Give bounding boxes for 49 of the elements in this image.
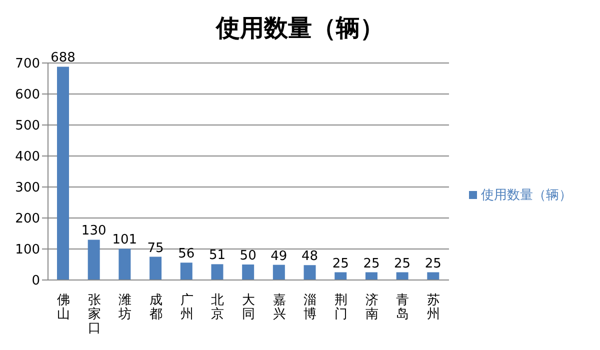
data-label: 25 [424, 256, 442, 272]
y-tick-label: 400 [15, 150, 40, 165]
y-tick-label: 300 [15, 180, 40, 196]
data-label: 49 [270, 248, 288, 264]
data-label: 130 [81, 224, 106, 239]
x-tick-label: 荆门 [334, 293, 348, 322]
data-label: 25 [332, 256, 349, 272]
bar [242, 264, 254, 280]
x-tick-label: 苏州 [427, 293, 440, 322]
x-tick-label: 张家口 [88, 293, 101, 336]
chart-title: 使用数量（辆） [214, 13, 385, 44]
bar [304, 265, 316, 280]
bar [396, 272, 408, 280]
y-tick-label: 100 [15, 242, 40, 258]
y-tick-label: 200 [15, 212, 40, 227]
bar [272, 264, 285, 280]
x-tick-label: 佛山 [56, 293, 70, 322]
y-tick-label: 700 [15, 56, 40, 72]
x-tick-label: 广州 [180, 293, 194, 322]
x-tick-label: 潍坊 [118, 293, 132, 322]
bar [211, 264, 224, 280]
data-label: 25 [394, 256, 411, 272]
bar [150, 256, 162, 280]
x-tick-label: 大同 [242, 293, 255, 322]
legend-label: 使用数量（辆） [481, 188, 572, 203]
bar [365, 272, 378, 280]
data-label: 25 [363, 256, 380, 272]
x-tick-label: 济南 [365, 293, 378, 322]
bar [180, 262, 192, 280]
x-tick-label: 嘉兴 [272, 293, 286, 322]
data-label: 48 [301, 249, 318, 264]
x-tick-label: 北京 [211, 293, 224, 322]
bar [118, 248, 131, 280]
x-tick-label: 成都 [149, 293, 162, 322]
bar [427, 272, 440, 280]
data-label: 50 [240, 248, 256, 264]
data-label: 56 [178, 246, 195, 262]
data-label: 51 [208, 248, 226, 264]
bar [334, 272, 347, 280]
bar [57, 66, 69, 280]
y-tick-label: 600 [15, 88, 40, 103]
x-tick-label: 青岛 [396, 293, 410, 322]
y-tick-label: 0 [32, 274, 40, 289]
bar [88, 240, 100, 280]
data-label: 75 [147, 240, 164, 256]
x-tick-label: 淄博 [304, 293, 317, 322]
y-tick-label: 500 [15, 118, 40, 134]
data-label: 688 [50, 50, 76, 66]
data-label: 101 [112, 232, 138, 248]
